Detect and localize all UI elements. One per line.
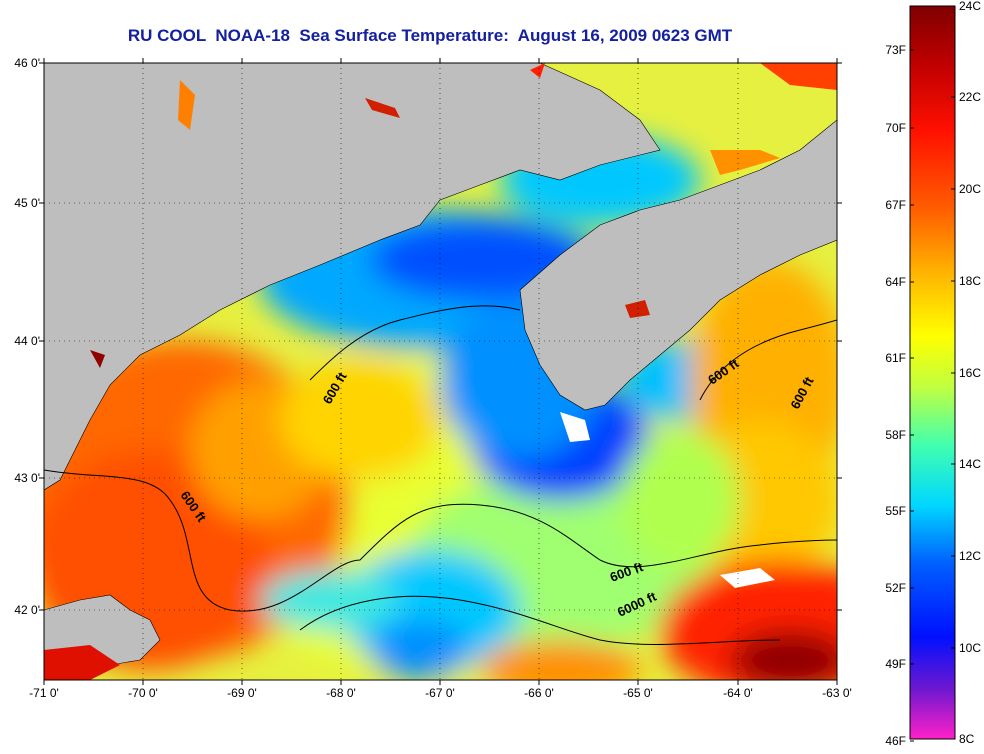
colorbar-c-label: 8C <box>959 732 975 746</box>
colorbar-f-label: 73F <box>885 43 906 57</box>
colorbar-f-label: 55F <box>885 504 906 518</box>
colorbar-c-label: 20C <box>959 182 981 196</box>
colorbar-c-label: 16C <box>959 366 981 380</box>
colorbar <box>909 5 956 740</box>
lat-label: 46 0' <box>14 56 40 70</box>
lon-label: -65 0' <box>623 686 653 700</box>
lat-label: 42 0' <box>14 603 40 617</box>
colorbar-c-label: 10C <box>959 641 981 655</box>
land-nova-scotia <box>519 119 837 411</box>
colorbar-f-label: 46F <box>885 734 906 748</box>
colorbar-c-label: 12C <box>959 549 981 563</box>
colorbar-fahrenheit-labels: 73F 70F 67F 64F 61F 58F 55F 52F 49F 46F <box>885 43 914 748</box>
map-area <box>44 63 837 680</box>
lon-label: -63 0' <box>822 686 852 700</box>
colorbar-f-label: 70F <box>885 121 906 135</box>
lon-label: -71 0' <box>29 686 59 700</box>
depth-contours <box>44 305 837 645</box>
lon-label: -68 0' <box>326 686 356 700</box>
lat-label: 44 0' <box>14 334 40 348</box>
lon-label: -67 0' <box>425 686 455 700</box>
colorbar-c-label: 22C <box>959 90 981 104</box>
lon-label: -69 0' <box>227 686 257 700</box>
cloud-patch <box>560 412 590 442</box>
land-new-england <box>44 63 661 491</box>
colorbar-f-label: 64F <box>885 275 906 289</box>
latitude-labels: 46 0' 45 0' 44 0' 43 0' 42 0' <box>14 56 40 617</box>
graticule <box>39 58 842 685</box>
lon-label: -66 0' <box>524 686 554 700</box>
colorbar-f-label: 49F <box>885 657 906 671</box>
colorbar-c-label: 24C <box>959 0 981 13</box>
colorbar-f-label: 58F <box>885 428 906 442</box>
cloud-patch <box>720 568 775 588</box>
colorbar-f-label: 67F <box>885 198 906 212</box>
lat-label: 45 0' <box>14 196 40 210</box>
colorbar-celsius-labels: 24C 22C 20C 18C 16C 14C 12C 10C 8C <box>951 0 981 746</box>
map-title: RU COOL NOAA-18 Sea Surface Temperature:… <box>127 26 733 45</box>
coastal-warm-patches <box>44 63 837 680</box>
colorbar-c-label: 14C <box>959 457 981 471</box>
lon-label: -70 0' <box>128 686 158 700</box>
lon-label: -64 0' <box>723 686 753 700</box>
sst-field <box>44 135 837 680</box>
colorbar-c-label: 18C <box>959 274 981 288</box>
longitude-labels: -71 0' -70 0' -69 0' -68 0' -67 0' -66 0' -65 … <box>29 686 852 700</box>
lat-label: 43 0' <box>14 471 40 485</box>
colorbar-f-label: 52F <box>885 581 906 595</box>
colorbar-f-label: 61F <box>885 351 906 365</box>
